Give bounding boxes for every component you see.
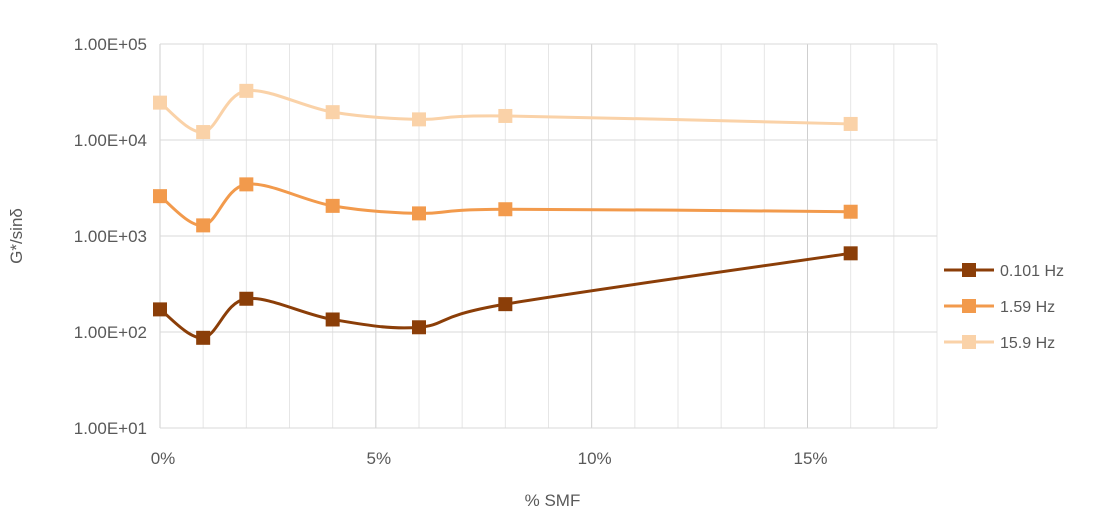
y-tick-label: 1.00E+04 [74, 131, 147, 150]
x-tick-label: 0% [151, 449, 176, 468]
data-point [239, 177, 254, 192]
data-point [196, 218, 211, 233]
y-tick-label: 1.00E+01 [74, 419, 147, 438]
series-2 [153, 83, 858, 140]
series-1 [153, 177, 858, 233]
grid [159, 43, 938, 429]
series-group [153, 83, 858, 345]
data-point [153, 95, 167, 110]
data-point [412, 320, 426, 335]
y-tick-label: 1.00E+05 [74, 35, 147, 54]
y-tick-label: 1.00E+03 [74, 227, 147, 246]
axes: 1.00E+01 1.00E+02 1.00E+03 1.00E+04 1.00E+05… [74, 35, 828, 468]
legend-marker [962, 335, 976, 349]
data-point [153, 302, 167, 317]
data-point [239, 83, 254, 98]
x-tick-label: 15% [793, 449, 827, 468]
series-line [159, 251, 851, 340]
legend-label: 15.9 Hz [1000, 335, 1055, 352]
y-axis-title: G*/sinδ [7, 208, 26, 264]
data-point [412, 112, 426, 127]
legend-label: 1.59 Hz [1000, 299, 1055, 316]
legend: 0.101 Hz 1.59 Hz 15.9 Hz [944, 263, 1064, 352]
data-point [325, 105, 340, 120]
series-line [159, 89, 851, 134]
data-point [325, 312, 340, 327]
data-point [498, 202, 513, 217]
legend-item: 15.9 Hz [944, 335, 1055, 352]
x-tick-label: 5% [367, 449, 392, 468]
x-tick-label: 10% [578, 449, 612, 468]
data-point [239, 291, 254, 306]
data-point [153, 189, 167, 204]
legend-marker [962, 263, 976, 277]
legend-item: 1.59 Hz [944, 299, 1055, 316]
x-axis-title: % SMF [525, 491, 581, 510]
data-point [196, 330, 211, 345]
data-point [843, 246, 858, 261]
legend-marker [962, 299, 976, 313]
y-tick-label: 1.00E+02 [74, 323, 147, 342]
legend-item: 0.101 Hz [944, 263, 1064, 280]
data-point [498, 297, 513, 312]
data-point [325, 198, 340, 213]
data-point [843, 204, 858, 219]
data-point [843, 116, 858, 131]
series-line [159, 182, 851, 227]
data-point [498, 108, 513, 123]
legend-label: 0.101 Hz [1000, 263, 1064, 280]
series-0 [153, 246, 858, 345]
data-point [412, 206, 426, 221]
data-point [196, 125, 211, 140]
